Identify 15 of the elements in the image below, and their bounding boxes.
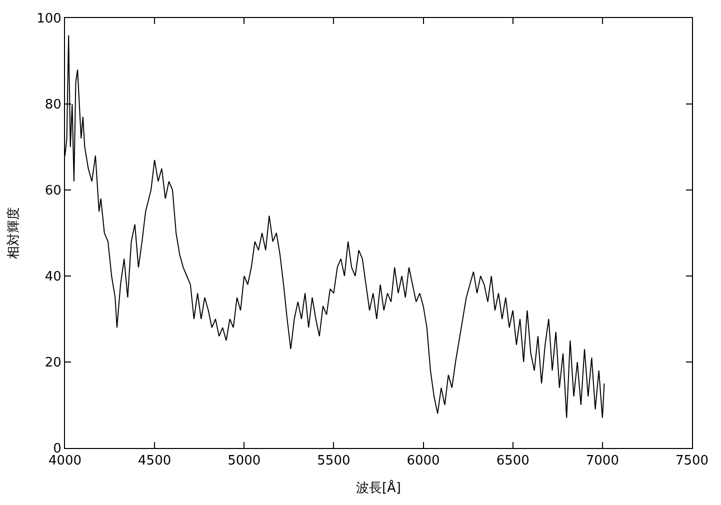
x-tick-label: 7000	[586, 454, 619, 469]
x-tick-label: 5500	[317, 454, 350, 469]
y-tick-label: 40	[44, 270, 62, 285]
y-tick-label: 60	[44, 184, 62, 199]
y-tick-label: 80	[44, 98, 62, 113]
x-tick-label: 4500	[138, 454, 172, 469]
x-axis-title: 波長[Å]	[356, 479, 402, 496]
x-tick-label: 4000	[48, 454, 82, 469]
x-tick-label: 6000	[406, 454, 440, 469]
y-axis-title: 相対輝度	[6, 207, 22, 259]
x-tick-label: 7500	[675, 454, 709, 469]
x-tick-label: 5000	[228, 454, 261, 469]
x-tick-label: 6500	[496, 454, 530, 469]
y-tick-label: 100	[36, 12, 62, 27]
y-tick-label: 20	[44, 356, 62, 371]
